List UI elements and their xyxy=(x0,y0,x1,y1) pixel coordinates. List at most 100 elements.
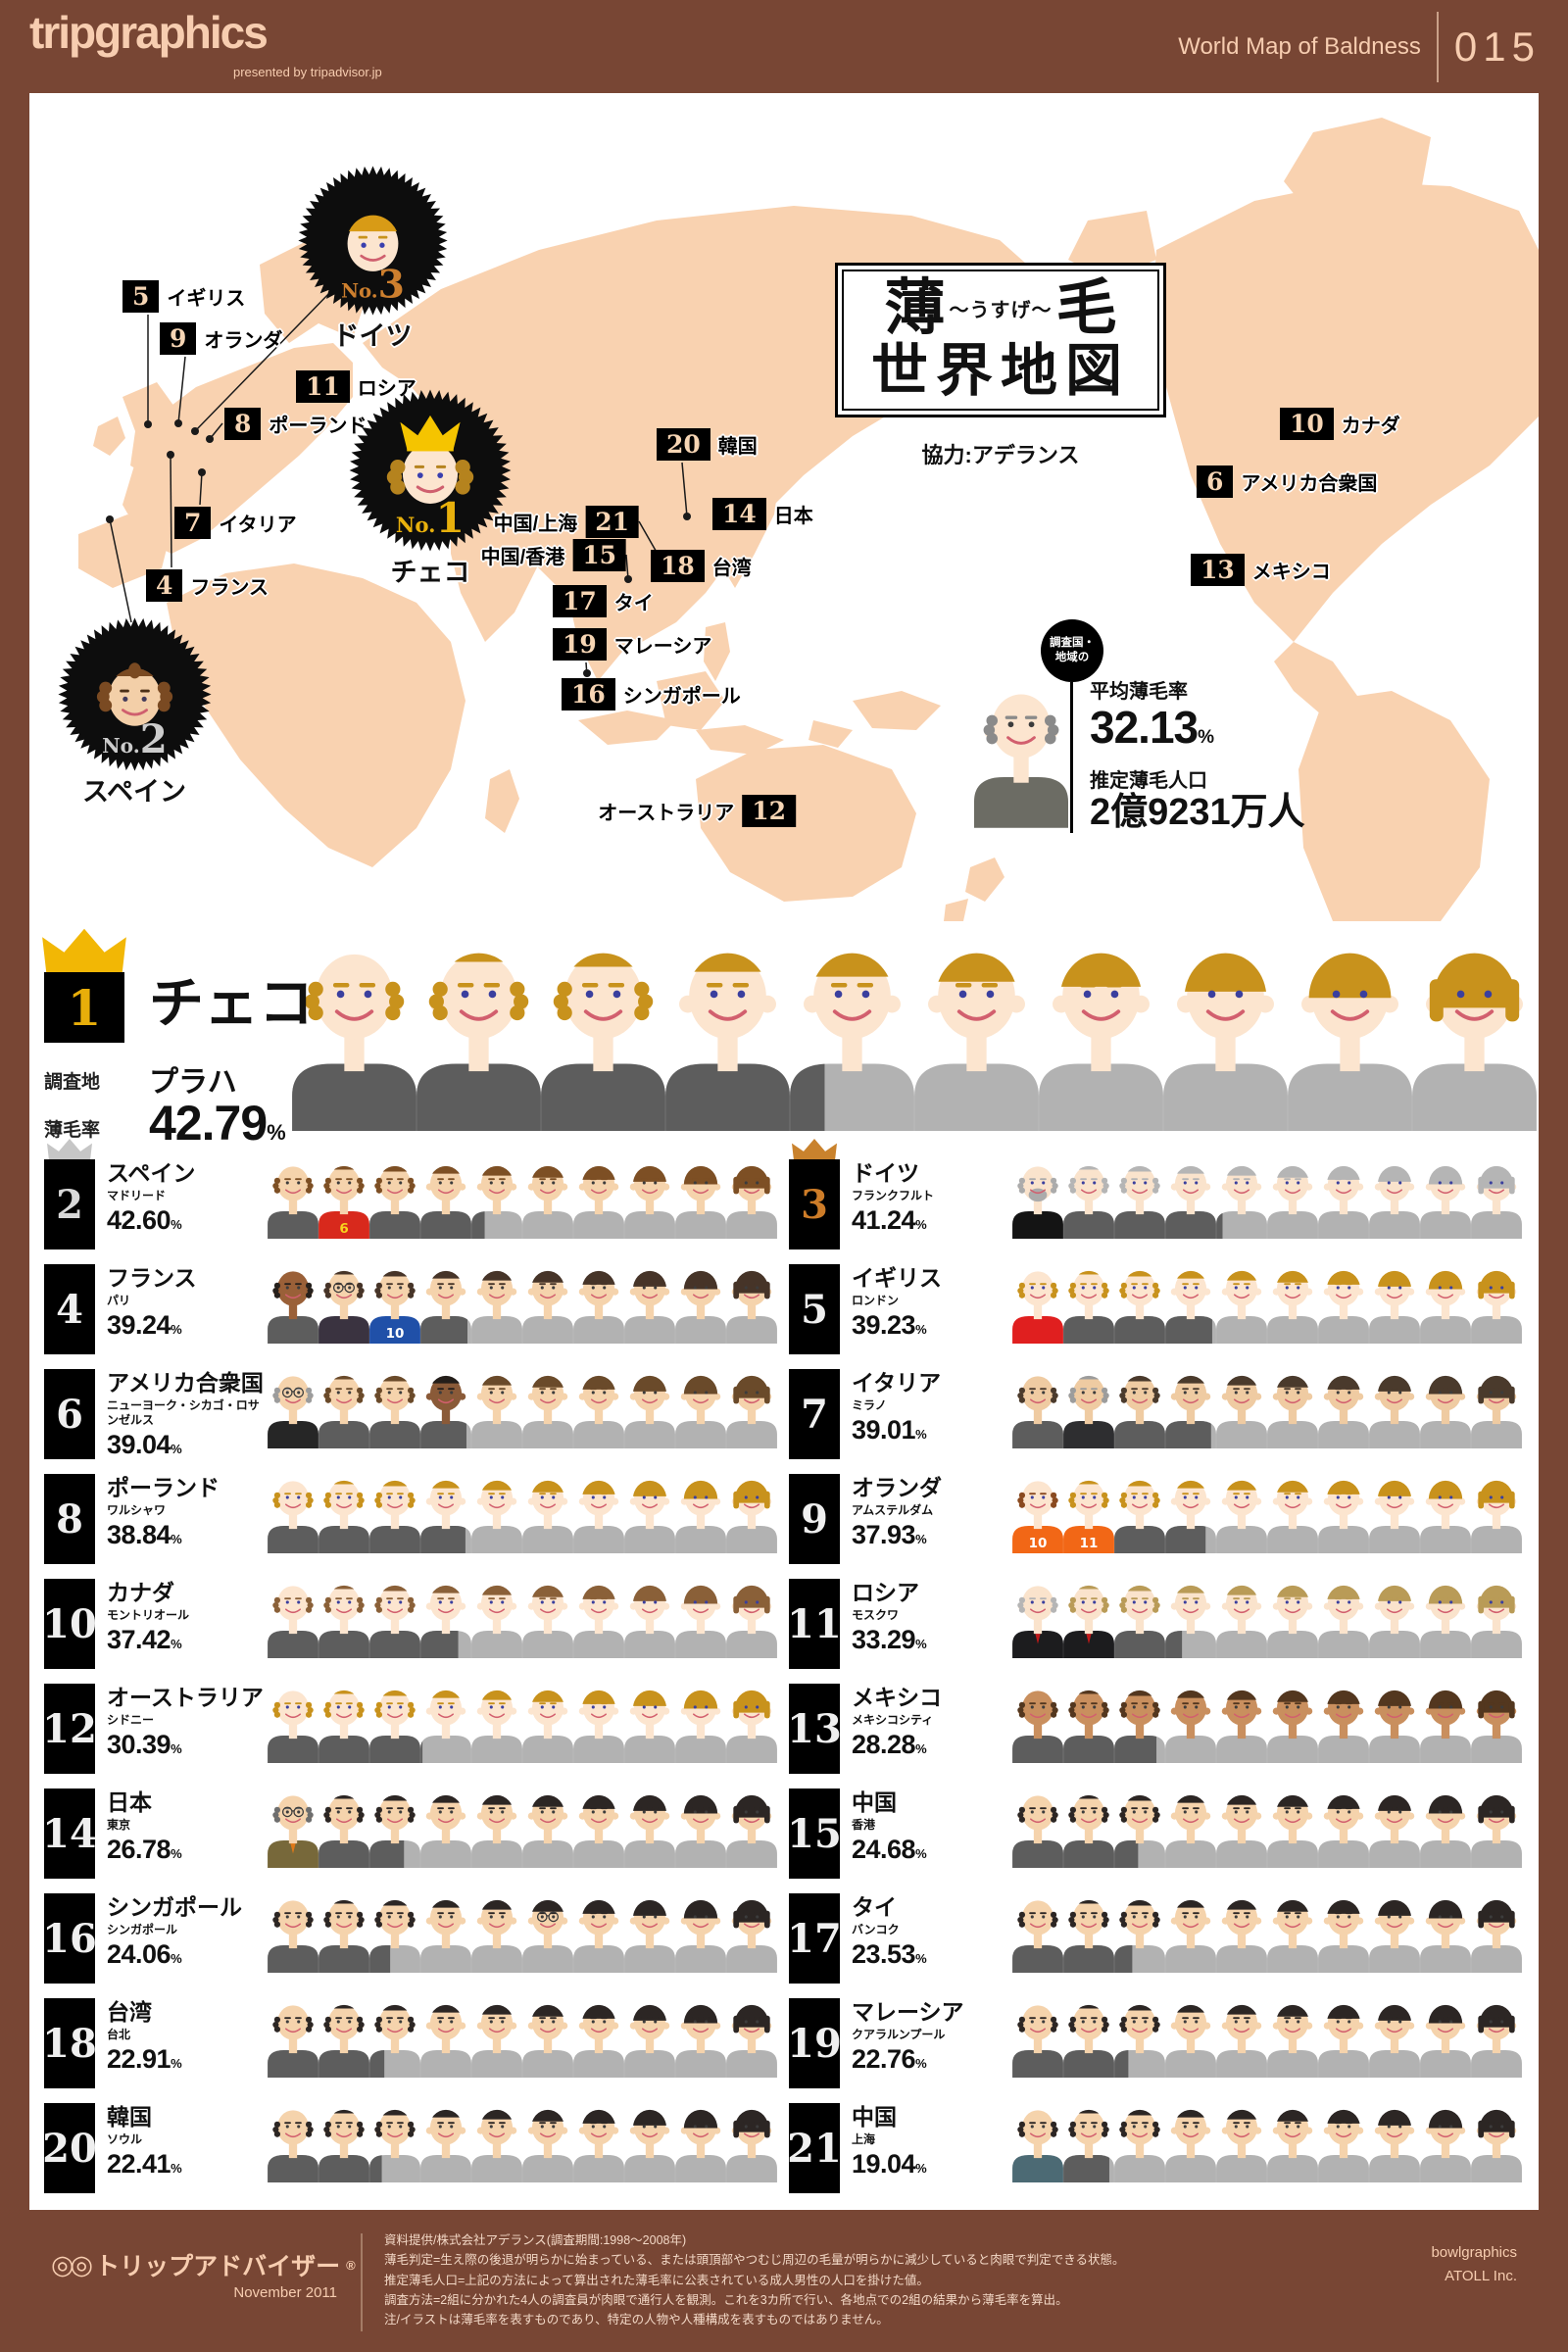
map-label-number: 5 xyxy=(122,280,160,313)
rank-country: 台湾 xyxy=(107,1999,152,2025)
face-illustration xyxy=(1114,2004,1165,2078)
map-label-number: 17 xyxy=(553,585,607,617)
face-illustration xyxy=(1369,2109,1420,2182)
face-illustration xyxy=(1216,1585,1267,1658)
leader-lines xyxy=(109,287,688,677)
face-illustration xyxy=(1216,1480,1267,1553)
face-illustration xyxy=(1267,1375,1318,1448)
rank-faces-row xyxy=(268,2101,777,2195)
rank-faces-row xyxy=(1012,1577,1522,1671)
face-illustration xyxy=(624,1270,675,1344)
face-illustration xyxy=(1369,1165,1420,1239)
bald-man-illustration xyxy=(974,677,1068,833)
rank-faces-row xyxy=(1012,1787,1522,1881)
rank-faces-row xyxy=(1012,1157,1522,1251)
face-illustration xyxy=(1063,1899,1114,1973)
face-illustration: 10 xyxy=(1012,1481,1063,1553)
badge-country-label: チェコ xyxy=(390,558,470,587)
rank-text: フランス パリ 39.24% xyxy=(107,1266,266,1341)
face-illustration xyxy=(624,1375,675,1448)
face-illustration xyxy=(1012,2005,1063,2078)
ranking-entry-14: 14 日本 東京 26.78% xyxy=(42,1779,779,1884)
rank-text: オランダ アムステルダム 37.93% xyxy=(852,1476,1010,1550)
map-label-6: 6 アメリカ合衆国 xyxy=(1197,466,1377,498)
map-label-15: 中国/香港 15 xyxy=(481,539,626,571)
map-korea xyxy=(676,495,706,554)
map-label-number: 10 xyxy=(1280,408,1334,440)
map-label-text: メキシコ xyxy=(1251,562,1331,583)
footer-note-line: 薄毛判定=生え際の後退が明らかに始まっている、または頭頂部やつむじ周辺の毛量が明… xyxy=(384,2253,1125,2268)
rank-number: 10 xyxy=(42,1600,97,1647)
rank-rate: 30.39% xyxy=(107,1729,182,1759)
face-illustration xyxy=(726,1270,777,1344)
map-north-america xyxy=(1152,181,1539,642)
footer-date: November 2011 xyxy=(233,2284,337,2301)
rank-number: 5 xyxy=(801,1286,828,1333)
rank-text: 台湾 台北 22.91% xyxy=(107,2000,266,2075)
face-illustration xyxy=(573,1690,624,1763)
rank-city: アムステルダム xyxy=(852,1502,934,1517)
map-uk xyxy=(122,382,176,480)
rank-city: ミラノ xyxy=(852,1397,887,1412)
face-illustration xyxy=(1420,2004,1471,2078)
rank-country: メキシコ xyxy=(852,1685,942,1710)
face-illustration xyxy=(1318,1270,1369,1344)
map-title-box: 薄 〜うすげ〜 毛 世界地図 xyxy=(835,263,1166,417)
face-illustration xyxy=(1267,1585,1318,1658)
map-label-text: 中国/香港 xyxy=(480,547,565,568)
rank-rate: 37.93% xyxy=(852,1519,927,1549)
face-illustration xyxy=(675,1165,726,1239)
face-illustration xyxy=(1216,1375,1267,1448)
rank-city: 台北 xyxy=(107,2027,131,2041)
face-illustration xyxy=(1216,1899,1267,1973)
face-illustration xyxy=(573,2109,624,2182)
face-illustration xyxy=(1318,1480,1369,1553)
starburst-badge-icon: No.3 xyxy=(297,165,448,316)
rank-number-box: 16 xyxy=(42,1893,97,1984)
rank-number: 18 xyxy=(42,2020,97,2067)
map-label-number: 13 xyxy=(1191,554,1245,586)
face-illustration xyxy=(1471,2004,1522,2078)
rank-number: 7 xyxy=(801,1391,828,1438)
face-illustration xyxy=(624,1165,675,1239)
tripadvisor-owl-icon: ◎◎ xyxy=(51,2249,93,2279)
face-illustration xyxy=(624,1480,675,1553)
pop-value: 2億9231万人 xyxy=(1090,792,1305,834)
face-illustration xyxy=(573,1585,624,1658)
rank-number-box: 7 xyxy=(789,1369,840,1459)
rank-number: 6 xyxy=(56,1391,83,1438)
badge-country-label: スペイン xyxy=(81,776,187,807)
face-illustration xyxy=(1471,1270,1522,1344)
tripadvisor-brand: ◎◎ トリップアドバイザー ® xyxy=(51,2247,356,2282)
face-illustration xyxy=(675,1375,726,1448)
face-illustration xyxy=(1165,2109,1216,2182)
face-illustration xyxy=(1165,1899,1216,1973)
face-illustration xyxy=(1063,1270,1114,1344)
map-label-number: 14 xyxy=(712,498,766,530)
pop-label: 推定薄毛人口 xyxy=(1090,770,1207,793)
rank-text: スペイン マドリード 42.60% xyxy=(107,1161,266,1236)
series-number: 015 xyxy=(1453,23,1541,70)
map-label-text: 韓国 xyxy=(717,436,758,458)
face-illustration xyxy=(369,1794,420,1868)
rank-city: ワルシャワ xyxy=(107,1502,167,1517)
face-illustration xyxy=(1012,1690,1063,1763)
face-illustration xyxy=(522,2109,573,2182)
rank-city: フランクフルト xyxy=(852,1188,935,1202)
rank-number: 17 xyxy=(787,1915,842,1962)
avg-rate-label: 平均薄毛率 xyxy=(1090,681,1188,703)
svg-text:10: 10 xyxy=(386,1326,405,1342)
rank-text: ロシア モスクワ 33.29% xyxy=(852,1581,1010,1655)
face-illustration xyxy=(1267,2109,1318,2182)
map-label-18: 18 台湾 xyxy=(651,550,752,582)
face-illustration xyxy=(1216,1165,1267,1239)
rank-faces-row xyxy=(1012,1367,1522,1461)
face-illustration xyxy=(1114,1794,1165,1868)
map-label-number: 20 xyxy=(657,428,710,461)
rank-rate: 22.41% xyxy=(107,2148,182,2179)
face-illustration xyxy=(318,1270,369,1344)
rank1-faces-row xyxy=(292,932,1537,1134)
rank-city: バンコク xyxy=(852,1922,900,1936)
face-illustration xyxy=(624,1585,675,1658)
face-illustration xyxy=(1165,1690,1216,1763)
